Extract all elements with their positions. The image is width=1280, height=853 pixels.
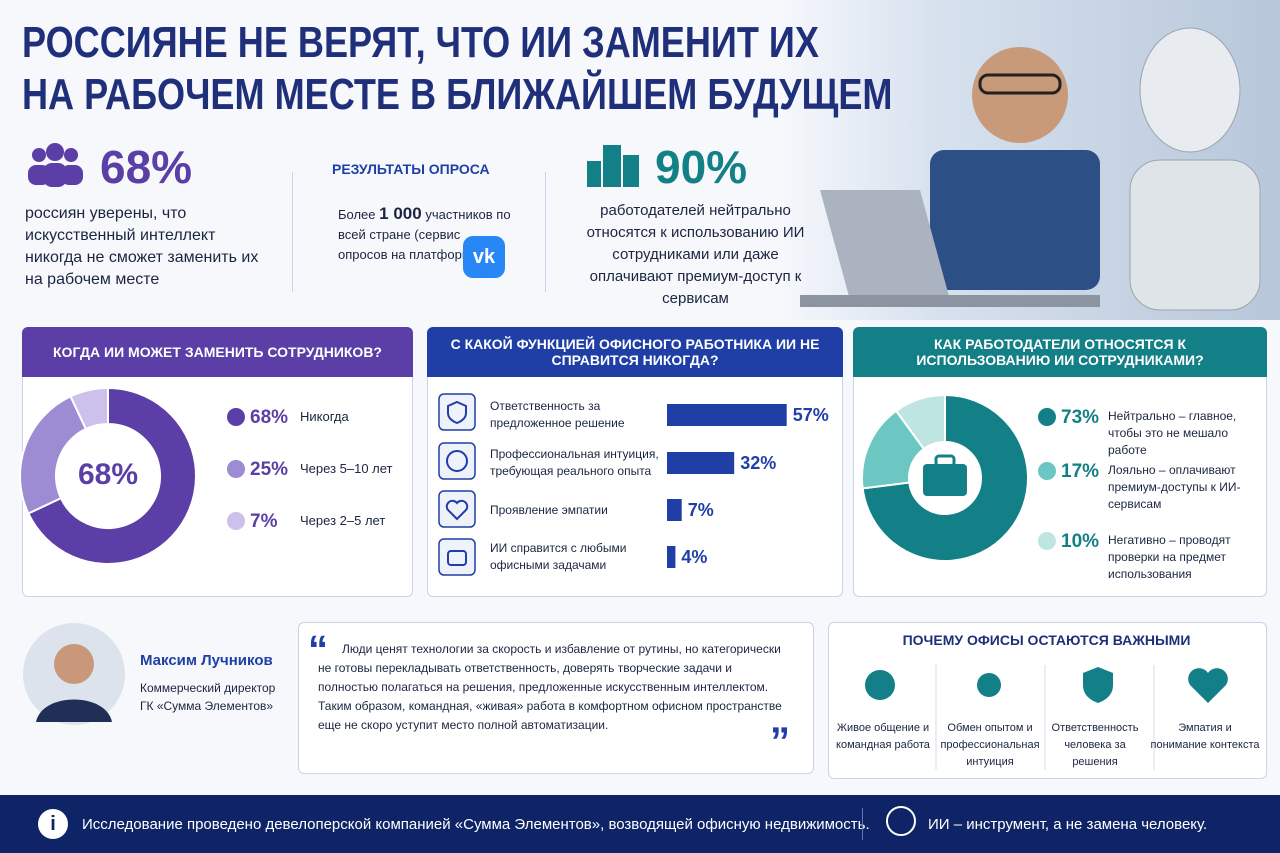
category-label: Профессиональная интуиция, требующая реа… xyxy=(490,447,659,478)
divider xyxy=(292,172,293,292)
category-label: Ответственность за предложенное решение xyxy=(490,399,625,430)
value-label: 68% xyxy=(250,407,288,428)
text: Более xyxy=(338,207,376,222)
panel-header: КОГДА ИИ МОЖЕТ ЗАМЕНИТЬ СОТРУДНИКОВ? xyxy=(22,327,413,377)
value-label: 4% xyxy=(681,547,707,567)
legend-swatch xyxy=(227,460,245,478)
stat-text: россиян уверены, что искусственный интел… xyxy=(25,205,259,288)
legend-swatch xyxy=(1038,462,1056,480)
quote-text: Люди ценят технологии за скорость и изба… xyxy=(318,642,782,732)
legend-label: Никогда xyxy=(300,409,349,424)
avatar xyxy=(23,623,125,725)
info-icon: i xyxy=(38,809,68,839)
quote-mark: “ xyxy=(308,628,328,672)
category-label: Проявление эмпатии xyxy=(490,502,608,517)
survey-title: РЕЗУЛЬТАТЫ ОПРОСА xyxy=(332,161,490,177)
briefcase-icon xyxy=(923,464,967,496)
legend-label: Через 2–5 лет xyxy=(300,513,386,528)
speaker-role: Коммерческий директор ГК «Сумма Элементо… xyxy=(140,681,276,713)
stat-text: работодателей нейтрально относятся к исп… xyxy=(586,202,805,307)
vk-icon: vk xyxy=(463,236,505,278)
bar-icons xyxy=(438,393,476,576)
pie-slice xyxy=(894,393,946,451)
building-icon xyxy=(587,145,639,187)
footer xyxy=(0,795,1280,853)
legend-swatch xyxy=(1038,532,1056,550)
bar xyxy=(667,404,787,426)
stat-value: 68% xyxy=(100,141,193,193)
value-label: 25% xyxy=(250,459,288,480)
value-label: 73% xyxy=(1061,407,1099,428)
divider xyxy=(862,808,863,840)
text: участников по всей стране (сервис опросо… xyxy=(338,207,511,262)
bar xyxy=(667,452,735,474)
center-label: 68% xyxy=(78,458,138,491)
title-line: НА РАБОЧЕМ МЕСТЕ В БЛИЖАЙШЕМ БУДУЩЕМ xyxy=(22,70,893,119)
divider xyxy=(545,172,546,292)
panel-header: С КАКОЙ ФУНКЦИЕЙ ОФИСНОГО РАБОТНИКА ИИ Н… xyxy=(427,327,843,377)
pie-slice xyxy=(861,393,1029,562)
bar xyxy=(667,499,682,521)
office-item: Обмен опытом и профессиональная интуиция xyxy=(940,722,1040,768)
chart: 73% 17% 10% xyxy=(861,393,1099,562)
chart: 57% 32% 7% 4% xyxy=(667,404,829,568)
briefcase-handle xyxy=(934,454,956,468)
panel-header: КАК РАБОТОДАТЕЛИ ОТНОСЯТСЯ К ИСПОЛЬЗОВАН… xyxy=(853,327,1267,377)
bar xyxy=(667,546,676,568)
survey-text: Более 1 000 участников по всей стране (с… xyxy=(338,204,513,265)
offices-box xyxy=(828,622,1267,779)
pie-slice xyxy=(69,386,109,431)
footer-slogan: ИИ – инструмент, а не замена человеку. xyxy=(928,816,1208,833)
people-icon xyxy=(28,143,83,187)
legend-label: Нейтрально – главное, чтобы это не мешал… xyxy=(1108,409,1237,457)
value-label: 10% xyxy=(1061,531,1099,552)
chart: 68% 25% 7% 68% xyxy=(19,386,288,565)
legend-swatch xyxy=(1038,408,1056,426)
offices-title: ПОЧЕМУ ОФИСЫ ОСТАЮТСЯ ВАЖНЫМИ xyxy=(902,632,1191,648)
pie-slice xyxy=(27,386,197,565)
office-item: Эмпатия и понимание контекста xyxy=(1150,722,1260,751)
office-item: Ответственность человека за решения xyxy=(1051,722,1139,768)
legend-swatch xyxy=(227,512,245,530)
value-label: 17% xyxy=(1061,461,1099,482)
category-label: ИИ справится с любыми офисными задачами xyxy=(490,541,627,572)
quote-mark: ” xyxy=(770,720,790,764)
offices-icons xyxy=(865,665,1228,770)
legend-label: Негативно – проводят проверки на предмет… xyxy=(1108,533,1231,581)
value-label: 7% xyxy=(250,511,278,532)
legend-label: Через 5–10 лет xyxy=(300,461,393,476)
footer-note: Исследование проведено девелоперской ком… xyxy=(82,816,870,833)
title-line: РОССИЯНЕ НЕ ВЕРЯТ, ЧТО ИИ ЗАМЕНИТ ИХ xyxy=(22,18,819,67)
highlight: 1 000 xyxy=(379,204,422,223)
photo xyxy=(780,0,1280,320)
brain-icon xyxy=(886,806,916,836)
value-label: 57% xyxy=(793,405,829,425)
stat-value: 90% xyxy=(655,141,748,193)
speaker-name: Максим Лучников xyxy=(140,652,273,669)
legend-swatch xyxy=(227,408,245,426)
value-label: 7% xyxy=(688,500,714,520)
office-item: Живое общение и командная работа xyxy=(836,722,930,751)
legend-label: Лояльно – оплачивают премиум-доступы к И… xyxy=(1108,463,1241,511)
value-label: 32% xyxy=(740,453,776,473)
quote-box xyxy=(298,622,814,774)
